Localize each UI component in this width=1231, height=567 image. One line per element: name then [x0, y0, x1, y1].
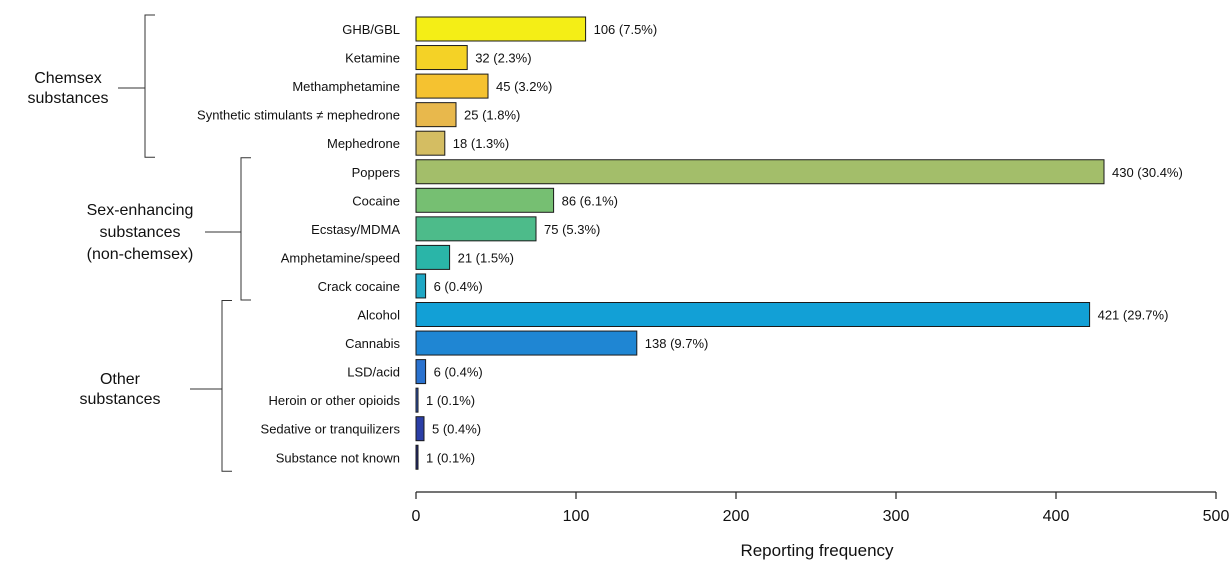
bar — [415, 45, 468, 71]
category-label: Mephedrone — [327, 136, 400, 151]
value-label: 421 (29.7%) — [1098, 308, 1169, 323]
category-label: Cocaine — [352, 193, 400, 208]
bar — [415, 302, 1091, 327]
group-label-line: substances — [100, 224, 181, 241]
bar — [415, 273, 427, 299]
value-label: 18 (1.3%) — [453, 136, 509, 151]
group-label-line: Chemsex — [34, 70, 102, 87]
bar — [415, 444, 419, 470]
x-tick-label: 200 — [723, 508, 750, 525]
group-label-line: Sex-enhancing — [87, 202, 194, 219]
category-label: Synthetic stimulants ≠ mephedrone — [197, 108, 400, 123]
bar — [415, 387, 419, 413]
category-label: Amphetamine/speed — [281, 250, 400, 265]
value-label: 45 (3.2%) — [496, 79, 552, 94]
category-label: Ecstasy/MDMA — [311, 222, 400, 237]
bar — [415, 244, 451, 270]
bar — [415, 416, 425, 442]
value-label: 106 (7.5%) — [594, 22, 658, 37]
group-bracket — [144, 14, 155, 158]
group-label-line: (non-chemsex) — [87, 246, 194, 263]
value-label: 25 (1.8%) — [464, 108, 520, 123]
bar — [415, 130, 446, 156]
value-label: 21 (1.5%) — [458, 250, 514, 265]
category-label: Sedative or tranquilizers — [261, 422, 401, 437]
value-label: 6 (0.4%) — [434, 365, 483, 380]
category-label: Crack cocaine — [318, 279, 400, 294]
value-label: 430 (30.4%) — [1112, 165, 1183, 180]
x-tick-label: 400 — [1043, 508, 1070, 525]
group-label-line: substances — [28, 90, 109, 107]
bar — [415, 102, 457, 128]
value-label: 5 (0.4%) — [432, 422, 481, 437]
bar — [415, 187, 555, 213]
category-label: Poppers — [352, 165, 401, 180]
group-bracket — [221, 300, 232, 472]
x-tick-label: 100 — [563, 508, 590, 525]
bar — [415, 159, 1105, 185]
category-label: Substance not known — [276, 450, 400, 465]
value-label: 6 (0.4%) — [434, 279, 483, 294]
bar — [415, 216, 537, 242]
category-label: Methamphetamine — [292, 79, 400, 94]
x-tick-label: 300 — [883, 508, 910, 525]
bar — [415, 73, 489, 99]
category-label: Heroin or other opioids — [268, 393, 400, 408]
value-label: 1 (0.1%) — [426, 450, 475, 465]
group-bracket — [240, 157, 251, 301]
category-label: GHB/GBL — [342, 22, 400, 37]
group-brackets — [118, 14, 251, 472]
group-label-line: substances — [80, 391, 161, 408]
bars — [415, 16, 1105, 470]
bar — [415, 16, 587, 42]
category-label: Cannabis — [345, 336, 400, 351]
group-labels: Chemsex substances Sex-enhancing substances… — [28, 70, 194, 408]
category-labels: GHB/GBL Ketamine Methamphetamine Synthetic … — [197, 22, 400, 465]
group-label-line: Other — [100, 371, 141, 388]
bar — [415, 359, 427, 385]
value-label: 138 (9.7%) — [645, 336, 709, 351]
value-labels: 106 (7.5%) 32 (2.3%) 45 (3.2%) 25 (1.8%) 18 … — [426, 22, 1183, 465]
value-label: 75 (5.3%) — [544, 222, 600, 237]
x-tick-label: 500 — [1203, 508, 1230, 525]
value-label: 1 (0.1%) — [426, 393, 475, 408]
category-label: Ketamine — [345, 51, 400, 66]
category-label: Alcohol — [357, 308, 400, 323]
x-axis-title: Reporting frequency — [740, 541, 894, 560]
value-label: 32 (2.3%) — [475, 51, 531, 66]
bar — [415, 330, 638, 356]
value-label: 86 (6.1%) — [562, 193, 618, 208]
category-label: LSD/acid — [347, 365, 400, 380]
x-axis: 0 100 200 300 400 500 — [412, 491, 1230, 525]
x-tick-label: 0 — [412, 508, 421, 525]
